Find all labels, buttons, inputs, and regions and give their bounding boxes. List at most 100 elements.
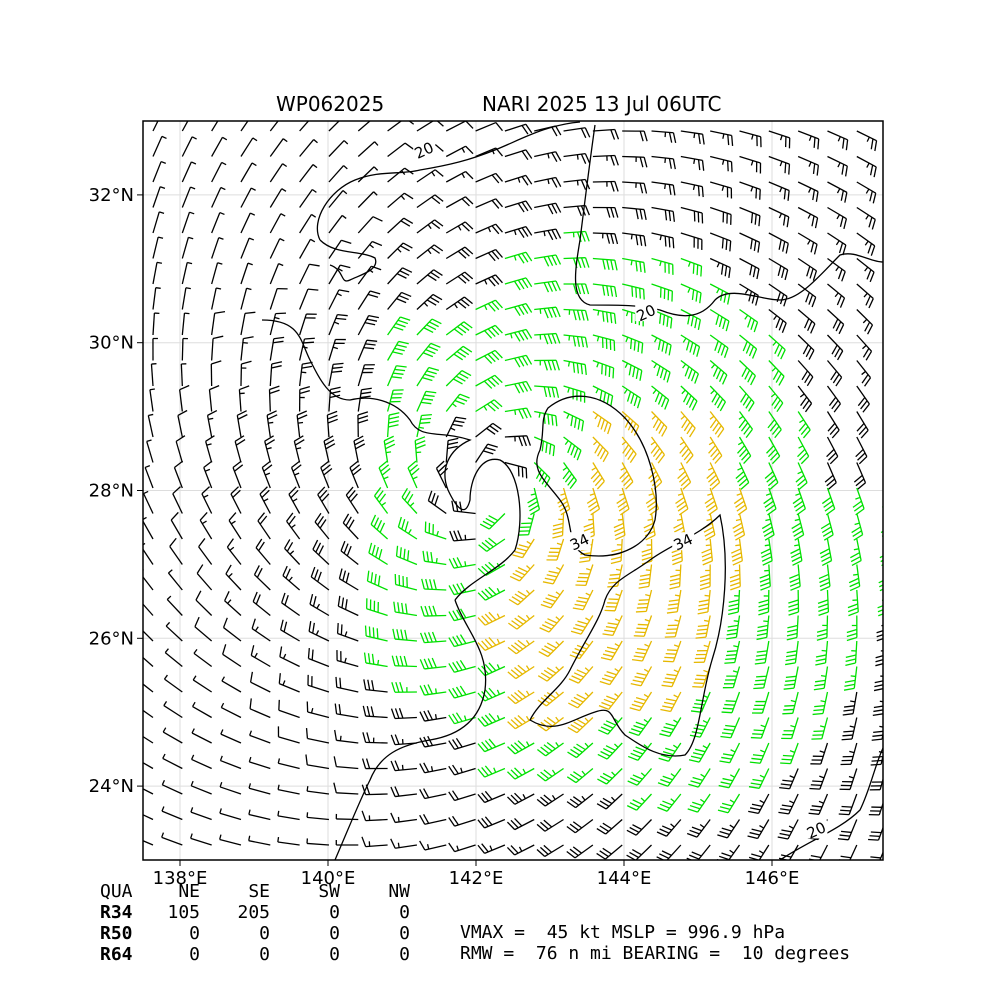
wind-barb xyxy=(709,232,732,252)
wind-barb xyxy=(706,462,721,490)
wind-barb xyxy=(335,676,359,693)
wind-barb xyxy=(397,516,418,540)
wind-barb xyxy=(739,155,762,174)
wind-barb xyxy=(357,191,378,208)
wind-barb xyxy=(552,513,565,539)
wind-barb xyxy=(592,257,618,271)
wind-barb xyxy=(445,246,474,260)
wind-barb xyxy=(477,816,506,829)
wind-barb xyxy=(768,385,784,413)
wind-barb xyxy=(190,780,212,795)
wind-barb xyxy=(224,591,242,616)
wind-barb xyxy=(592,206,619,218)
wind-barb xyxy=(622,206,647,220)
wind-barb xyxy=(566,844,594,859)
wind-barb xyxy=(633,615,653,637)
wind-barb xyxy=(477,637,506,651)
wind-barb xyxy=(760,538,773,566)
wind-barb xyxy=(592,410,612,435)
wind-barb xyxy=(656,819,682,837)
wind-barb xyxy=(504,461,528,479)
wind-barb xyxy=(750,717,770,739)
wind-barb xyxy=(717,793,741,814)
wind-barb xyxy=(537,666,564,682)
contour-20kt-core xyxy=(261,319,521,601)
wind-barb xyxy=(886,131,905,152)
wind-barb xyxy=(709,257,731,278)
wind-barb xyxy=(506,817,535,831)
wind-barb xyxy=(445,393,470,412)
wind-barb xyxy=(193,648,213,668)
wind-barb xyxy=(597,742,623,760)
wind-barb xyxy=(181,337,188,361)
wind-barb xyxy=(827,334,844,361)
wind-barb xyxy=(477,790,506,804)
wind-barb xyxy=(827,232,847,256)
wind-barb xyxy=(152,312,160,336)
wind-barb xyxy=(211,310,226,336)
wind-barb xyxy=(152,287,161,310)
wind-barb xyxy=(820,513,834,541)
wind-barb xyxy=(507,740,535,755)
wind-barb xyxy=(753,666,770,690)
wind-barb xyxy=(563,308,589,321)
wind-barb xyxy=(845,640,858,667)
wind-barb xyxy=(475,422,502,438)
contour-label-bg xyxy=(568,532,591,551)
wind-barb xyxy=(886,437,896,464)
wind-barb xyxy=(709,385,727,412)
wind-barb xyxy=(739,130,762,148)
wind-barb xyxy=(445,416,467,438)
wind-barb xyxy=(538,640,565,658)
wind-barb xyxy=(248,783,271,795)
radii-value: 0 xyxy=(399,944,410,965)
wind-barb xyxy=(226,538,242,565)
wind-barb xyxy=(738,411,753,438)
wind-barb xyxy=(225,564,242,591)
wind-barb xyxy=(277,836,300,846)
wind-barb xyxy=(240,212,256,234)
wind-barb xyxy=(279,646,300,668)
wind-barb xyxy=(191,728,212,744)
wind-barb xyxy=(534,151,562,163)
wind-barb xyxy=(162,727,183,744)
wind-barb xyxy=(335,813,359,821)
wind-barb xyxy=(445,369,472,387)
lon-tick-label: 144°E xyxy=(597,868,652,889)
wind-barb xyxy=(328,190,348,208)
wind-barb xyxy=(445,321,473,336)
wind-barb xyxy=(748,768,770,789)
radii-value: 0 xyxy=(399,923,410,944)
wind-barb xyxy=(537,741,564,757)
wind-barb xyxy=(592,334,616,351)
wind-barb xyxy=(414,436,426,463)
wind-barb xyxy=(448,815,476,827)
wind-barb xyxy=(886,233,903,256)
wind-barb xyxy=(527,487,541,516)
wind-barb xyxy=(710,130,734,146)
wind-barb xyxy=(813,666,829,691)
wind-barb xyxy=(504,303,533,317)
radii-value: 0 xyxy=(189,944,200,965)
wind-barb xyxy=(407,460,420,489)
wind-barb xyxy=(152,236,164,259)
wind-barb xyxy=(173,460,184,489)
wind-barb xyxy=(797,436,810,465)
wind-barb xyxy=(416,342,441,361)
wind-barb xyxy=(143,603,154,616)
wind-barb xyxy=(240,237,255,259)
wind-barb xyxy=(161,779,183,795)
wind-barb xyxy=(512,538,535,559)
wind-barb xyxy=(768,308,787,333)
wind-barb xyxy=(827,181,848,203)
wind-barb xyxy=(248,835,271,846)
wind-barb xyxy=(651,411,668,437)
wind-barb xyxy=(785,640,799,666)
wind-barb xyxy=(361,836,388,848)
wind-barb xyxy=(504,354,533,368)
wind-barb xyxy=(876,624,883,642)
wind-barb xyxy=(196,564,213,591)
wind-barb xyxy=(390,786,418,798)
wind-barb xyxy=(366,570,388,591)
wind-barb xyxy=(534,359,560,371)
